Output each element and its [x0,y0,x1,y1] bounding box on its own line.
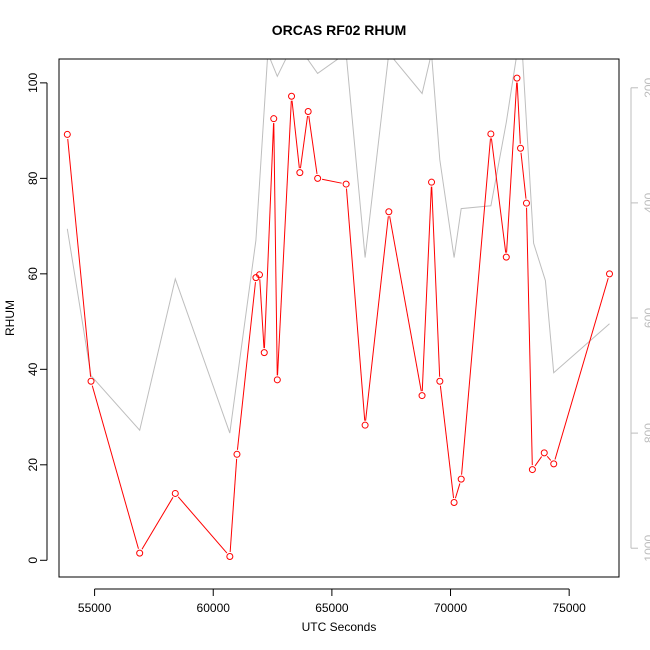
series-segment [534,456,543,467]
series-segment [67,138,92,377]
secondary-tick-label: 200 [642,77,650,97]
data-point [517,144,525,152]
data-point [87,377,95,385]
series-segment [439,385,455,499]
y-tick-label: 40 [26,362,40,376]
data-point [361,421,369,429]
series-segment [277,100,292,376]
series-segment [421,186,432,392]
secondary-tick-label: 600 [642,308,650,328]
series-layer [63,59,614,560]
series-segment [506,82,518,253]
rhum-series [63,74,614,560]
series-segment [431,186,441,377]
data-point [226,552,234,560]
data-point [385,208,393,216]
data-point [550,460,558,468]
series-segment [291,100,300,169]
series-segment [365,216,389,421]
data-point [296,169,304,177]
data-point [436,377,444,385]
data-point [450,499,458,507]
secondary-tick-label: 1000 [642,535,650,562]
data-point [502,253,510,261]
data-point [314,174,322,182]
data-point [606,270,614,278]
series-segment [461,138,491,475]
pressure-series [66,59,610,434]
y-tick-label: 0 [26,557,40,564]
data-point [528,466,536,474]
series-segment [91,385,139,549]
series-segment [526,207,533,466]
series-segment [263,123,275,349]
data-point [342,180,350,188]
series-segment [454,483,461,499]
y-tick-label: 80 [26,171,40,185]
data-point [136,549,144,557]
y-tick-label: 20 [26,458,40,472]
axes-layer: 55000 60000 65000 70000 75000 0 20 40 60 80 100 200… [26,73,650,615]
data-point [260,349,268,357]
x-tick-label: 60000 [197,601,231,615]
series-segment [236,282,256,450]
data-point [457,475,465,483]
series-segment [546,455,552,461]
x-tick-label: 70000 [434,601,468,615]
data-point [428,178,436,186]
data-point [540,449,548,457]
data-point [522,199,530,207]
series-segment [554,278,609,460]
series-segment [177,496,228,554]
series-segment [490,138,507,253]
y-axis-label: RHUM [3,300,17,336]
series-segment [308,115,318,174]
plot-area-frame [58,58,620,578]
data-point [171,489,179,497]
data-point [273,376,281,384]
data-point [288,92,296,100]
x-axis-label: UTC Seconds [302,620,377,634]
series-segment [299,115,309,169]
y-tick-label: 60 [26,267,40,281]
series-segment [229,458,238,553]
chart-title: ORCAS RF02 RHUM [272,22,407,38]
data-point [304,108,312,116]
data-point [487,130,495,138]
secondary-tick-label: 800 [642,423,650,443]
series-line [66,59,610,434]
series-segment [520,152,527,199]
data-point [270,115,278,123]
series-segment [273,123,278,376]
series-segment [321,178,342,184]
data-point [418,392,426,400]
series-segment [516,82,521,144]
series-segment [259,279,265,349]
x-tick-label: 75000 [552,601,586,615]
series-segment [389,216,422,392]
secondary-tick-label: 400 [642,193,650,213]
data-point [513,74,521,82]
y-tick-label: 100 [26,73,40,93]
data-point [256,271,264,279]
data-point [233,450,241,458]
x-tick-label: 65000 [315,601,349,615]
series-segment [141,497,174,550]
series-segment [345,188,366,421]
data-point [63,130,71,138]
x-tick-label: 55000 [78,601,112,615]
